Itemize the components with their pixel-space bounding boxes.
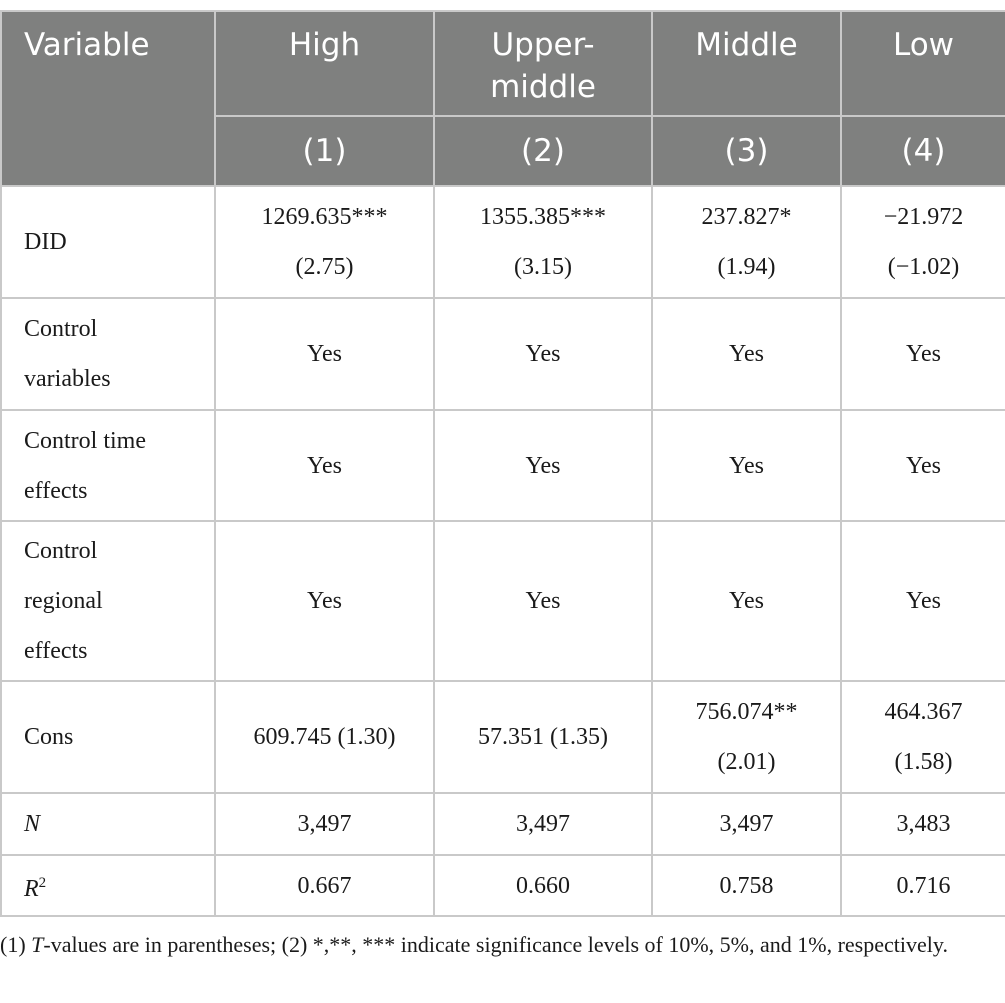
table-cell: Yes <box>214 520 435 682</box>
header-num-4: (4) <box>840 115 1005 187</box>
table-row: N 3,497 3,497 3,497 3,483 <box>0 792 1005 856</box>
header-middle: Middle <box>651 10 842 117</box>
table-cell: Yes <box>651 409 842 522</box>
header-num-1: (1) <box>214 115 435 187</box>
row-label: Control time effects <box>0 409 216 522</box>
table-row: Control variables Yes Yes Yes Yes <box>0 297 1005 411</box>
table-cell: 1269.635*** (2.75) <box>214 185 435 299</box>
row-label: DID <box>0 185 216 299</box>
table-cell: Yes <box>214 409 435 522</box>
footnote-part: -values are in parentheses; (2) *,**, **… <box>43 932 948 957</box>
table-cell: 3,497 <box>651 792 842 856</box>
results-table: Variable High Upper-middle Middle Low (1… <box>0 10 1005 917</box>
table-cell: 0.667 <box>214 854 435 917</box>
row-label: Control variables <box>0 297 216 411</box>
table-row: R2 0.667 0.660 0.758 0.716 <box>0 854 1005 917</box>
table-row: Control regional effects Yes Yes Yes Yes <box>0 520 1005 682</box>
table-cell: 0.716 <box>840 854 1005 917</box>
table-cell: 464.367 (1.58) <box>840 680 1005 794</box>
table-cell: Yes <box>840 520 1005 682</box>
table-cell: 0.758 <box>651 854 842 917</box>
header-row-numbers: (1) (2) (3) (4) <box>1 115 1005 187</box>
header-num-3: (3) <box>651 115 842 187</box>
row-label: R2 <box>0 854 216 917</box>
table-cell: Yes <box>433 409 653 522</box>
table-cell: 57.351 (1.35) <box>433 680 653 794</box>
table-cell: 0.660 <box>433 854 653 917</box>
header-low: Low <box>840 10 1005 117</box>
table-cell: 3,497 <box>433 792 653 856</box>
table-cell: 756.074** (2.01) <box>651 680 842 794</box>
table-cell: Yes <box>651 297 842 411</box>
row-label: Control regional effects <box>0 520 216 682</box>
footnote-part: (1) <box>0 932 32 957</box>
table-cell: 3,483 <box>840 792 1005 856</box>
header-high: High <box>214 10 435 117</box>
table-cell: 609.745 (1.30) <box>214 680 435 794</box>
table-cell: Yes <box>840 409 1005 522</box>
header-num-2: (2) <box>433 115 653 187</box>
table-footnote: (1) T-values are in parentheses; (2) *,*… <box>0 922 1005 967</box>
header-variable: Variable <box>0 10 216 187</box>
table-cell: Yes <box>433 297 653 411</box>
table-row: Control time effects Yes Yes Yes Yes <box>0 409 1005 522</box>
header-row-groups: Variable High Upper-middle Middle Low <box>0 10 1005 187</box>
table-cell: Yes <box>433 520 653 682</box>
table-cell: 3,497 <box>214 792 435 856</box>
table-cell: −21.972 (−1.02) <box>840 185 1005 299</box>
footnote-t: T <box>31 932 44 957</box>
table-row: Cons 609.745 (1.30) 57.351 (1.35) 756.074**… <box>0 680 1005 794</box>
table-cell: 237.827* (1.94) <box>651 185 842 299</box>
table-cell: Yes <box>651 520 842 682</box>
table-cell: Yes <box>840 297 1005 411</box>
table-cell: Yes <box>214 297 435 411</box>
row-label: Cons <box>0 680 216 794</box>
header-upper-middle: Upper-middle <box>433 10 653 117</box>
table-cell: 1355.385*** (3.15) <box>433 185 653 299</box>
table-row: DID 1269.635*** (2.75) 1355.385*** (3.15) 237… <box>0 185 1005 299</box>
row-label: N <box>0 792 216 856</box>
